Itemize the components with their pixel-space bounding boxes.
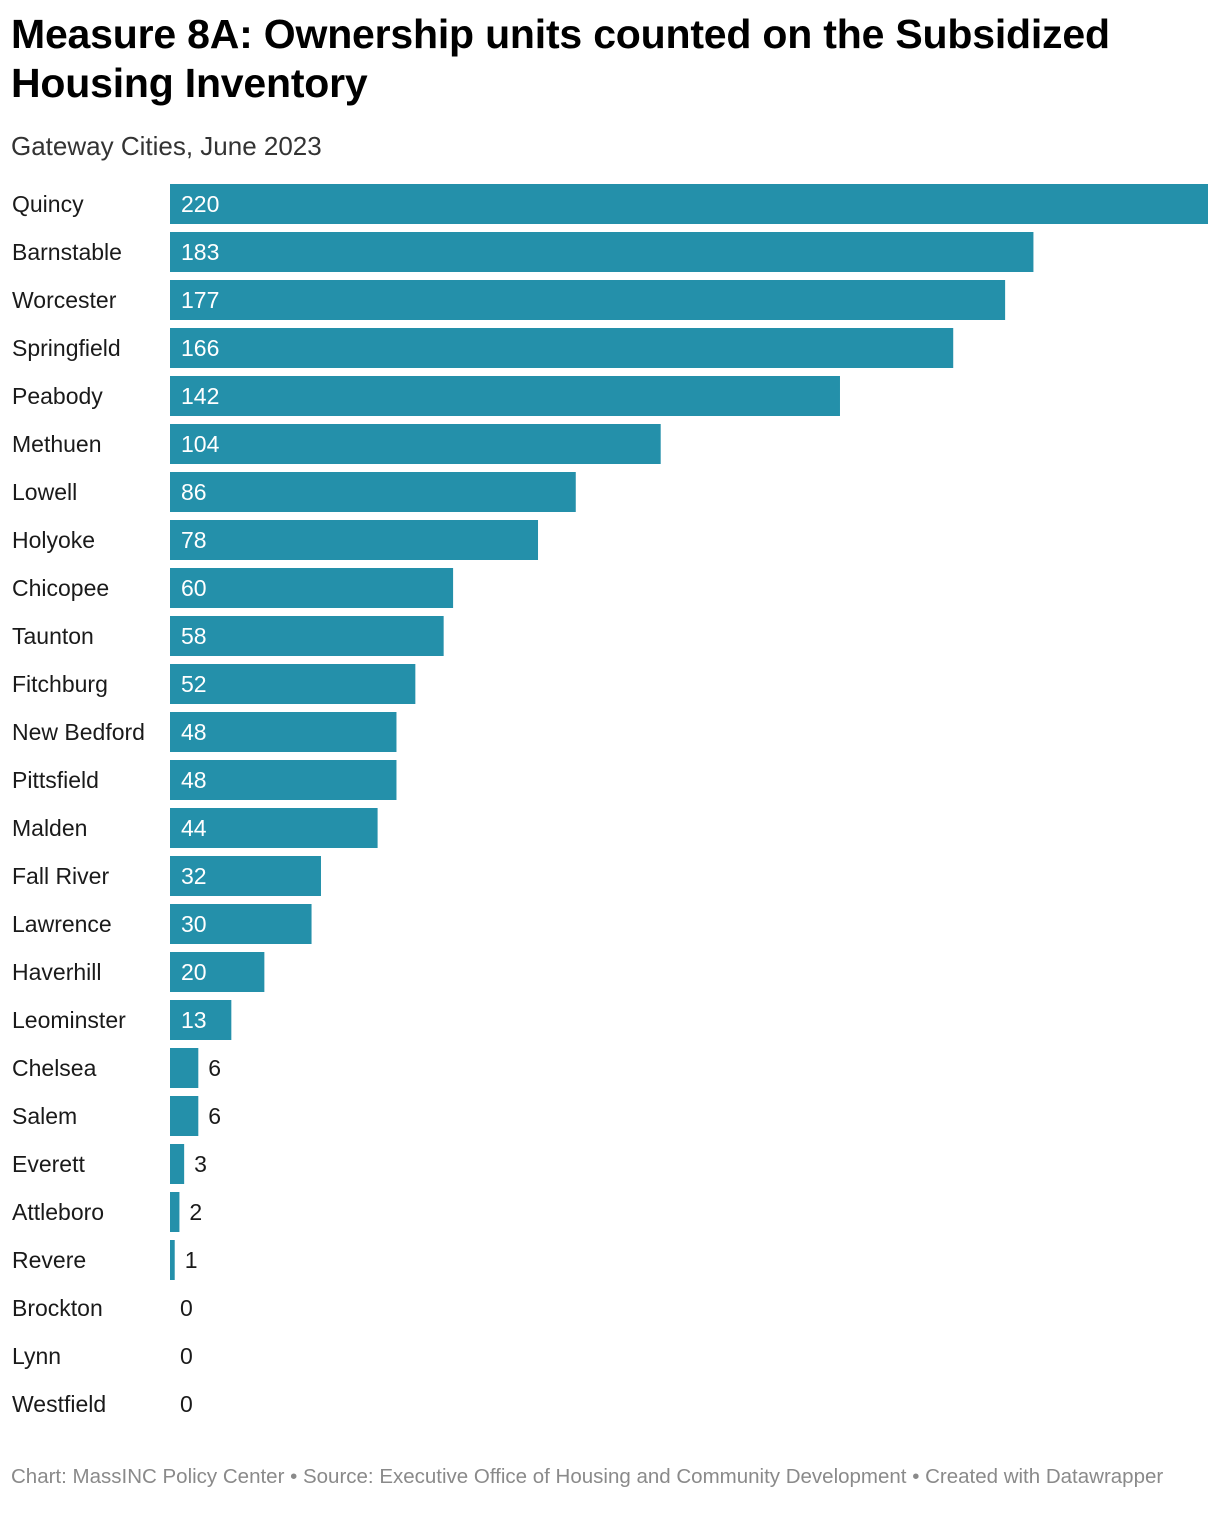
chart-title: Measure 8A: Ownership units counted on t… <box>11 11 1110 106</box>
category-label: Quincy <box>12 191 84 217</box>
value-label: 32 <box>181 863 207 889</box>
category-label: Barnstable <box>12 239 122 265</box>
bar <box>170 1144 185 1184</box>
chart-subtitle: Gateway Cities, June 2023 <box>11 131 322 161</box>
value-label: 78 <box>181 527 207 553</box>
category-label: Everett <box>12 1151 85 1177</box>
value-label: 0 <box>180 1343 193 1369</box>
bar <box>170 184 1208 224</box>
bar <box>170 808 378 848</box>
value-label: 177 <box>181 287 219 313</box>
category-label: Salem <box>12 1103 77 1129</box>
category-label: Springfield <box>12 335 121 361</box>
bar <box>170 616 444 656</box>
category-label: New Bedford <box>12 719 145 745</box>
bar <box>170 1096 199 1136</box>
category-label: Lawrence <box>12 911 112 937</box>
value-label: 48 <box>181 767 207 793</box>
bar <box>170 472 576 512</box>
bar <box>170 712 397 752</box>
category-label: Leominster <box>12 1007 126 1033</box>
value-label: 220 <box>181 191 219 217</box>
value-label: 48 <box>181 719 207 745</box>
category-label: Brockton <box>12 1295 103 1321</box>
category-label: Peabody <box>12 383 103 409</box>
category-label: Holyoke <box>12 527 95 553</box>
bar <box>170 1240 175 1280</box>
category-label: Haverhill <box>12 959 101 985</box>
value-label: 30 <box>181 911 207 937</box>
bar <box>170 376 840 416</box>
value-label: 2 <box>189 1199 202 1225</box>
value-label: 13 <box>181 1007 207 1033</box>
category-label: Westfield <box>12 1391 106 1417</box>
value-label: 166 <box>181 335 219 361</box>
value-label: 52 <box>181 671 207 697</box>
bar <box>170 568 454 608</box>
value-label: 183 <box>181 239 219 265</box>
chart-footer: Chart: MassINC Policy Center • Source: E… <box>11 1465 1164 1488</box>
category-label: Pittsfield <box>12 767 99 793</box>
value-label: 6 <box>208 1103 221 1129</box>
value-label: 142 <box>181 383 219 409</box>
category-label: Malden <box>12 815 87 841</box>
category-label: Fall River <box>12 863 109 889</box>
category-label: Fitchburg <box>12 671 108 697</box>
bar <box>170 328 954 368</box>
category-label: Revere <box>12 1247 86 1273</box>
value-label: 3 <box>194 1151 207 1177</box>
bar <box>170 280 1006 320</box>
bar <box>170 1000 232 1040</box>
value-label: 20 <box>181 959 207 985</box>
bar <box>170 856 321 896</box>
bar <box>170 664 416 704</box>
bar <box>170 424 661 464</box>
category-label: Lynn <box>12 1343 61 1369</box>
category-label: Methuen <box>12 431 102 457</box>
value-label: 1 <box>185 1247 198 1273</box>
bar <box>170 904 312 944</box>
value-label: 104 <box>181 431 220 457</box>
bar <box>170 1192 180 1232</box>
bar <box>170 760 397 800</box>
value-label: 86 <box>181 479 207 505</box>
bar <box>170 520 539 560</box>
category-label: Chelsea <box>12 1055 97 1081</box>
category-label: Worcester <box>12 287 117 313</box>
bar <box>170 952 265 992</box>
bar <box>170 232 1034 272</box>
category-label: Taunton <box>12 623 94 649</box>
value-label: 6 <box>208 1055 221 1081</box>
bar <box>170 1048 199 1088</box>
value-label: 0 <box>180 1295 193 1321</box>
value-label: 60 <box>181 575 207 601</box>
category-label: Chicopee <box>12 575 109 601</box>
category-label: Lowell <box>12 479 77 505</box>
value-label: 0 <box>180 1391 193 1417</box>
value-label: 58 <box>181 623 207 649</box>
value-label: 44 <box>181 815 207 841</box>
category-label: Attleboro <box>12 1199 104 1225</box>
